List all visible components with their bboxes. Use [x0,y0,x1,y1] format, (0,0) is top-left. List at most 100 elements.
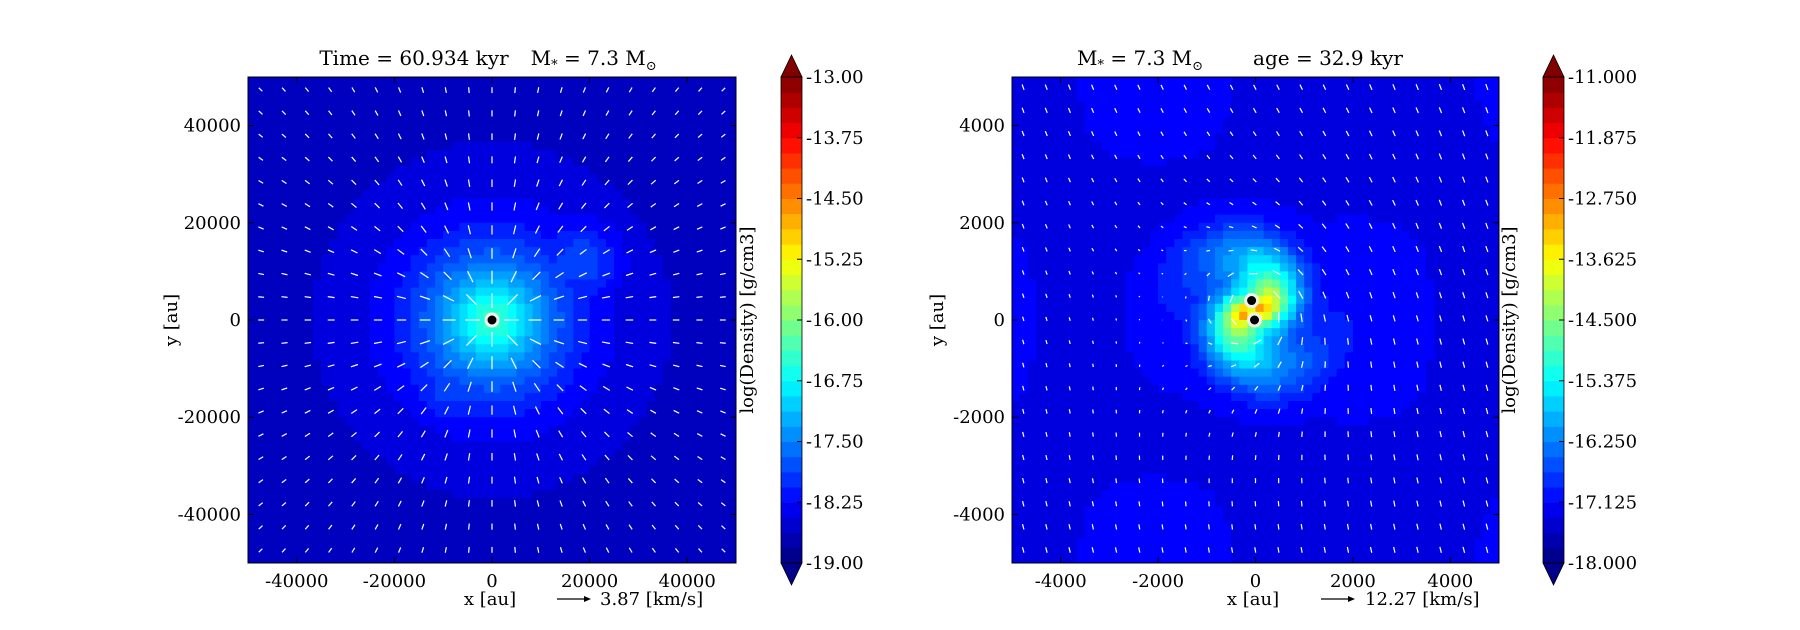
right-density-cell [1068,149,1078,159]
left-density-cell [679,352,688,362]
left-density-cell [451,457,461,467]
left-density-cell [402,125,412,135]
left-density-cell [386,247,395,256]
left-density-cell [475,149,485,159]
left-density-cell [589,392,599,402]
left-density-cell [337,328,347,337]
left-density-cell [711,457,721,467]
left-density-cell [508,77,517,86]
left-density-cell [516,376,526,386]
left-density-cell [548,320,558,329]
right-density-cell [1296,182,1305,191]
right-density-cell [1044,133,1054,143]
right-density-cell [1052,190,1062,200]
left-density-cell [557,303,566,313]
left-velocity-arrow [281,342,288,344]
left-density-cell [248,222,257,232]
left-density-cell [695,303,705,313]
left-density-cell [313,352,322,362]
right-density-cell [1149,158,1159,167]
left-density-cell [451,465,461,475]
right-density-cell [1044,182,1054,191]
left-density-cell [402,206,412,216]
left-velocity-arrow [304,87,310,93]
left-density-cell [256,441,265,451]
left-density-cell [573,141,583,151]
left-density-cell [256,457,265,467]
left-velocity-arrow [559,500,563,507]
left-density-cell [304,457,314,467]
left-density-cell [410,149,420,159]
left-density-cell [321,109,330,119]
left-density-cell [646,514,656,524]
left-density-cell [451,506,461,515]
left-density-cell [256,409,265,418]
right-density-cell [1174,117,1184,127]
left-density-cell [638,311,648,321]
left-density-cell [361,311,371,321]
left-density-cell [296,401,306,410]
left-density-cell [614,409,623,418]
left-density-cell [654,401,664,410]
right-density-cell [1223,117,1232,127]
right-density-cell [1028,77,1037,86]
left-density-cell [329,303,339,313]
right-density-cell [1385,182,1395,191]
left-density-cell [443,482,452,491]
left-density-cell [516,271,526,281]
right-density-cell [1158,109,1167,119]
left-density-cell [313,247,322,256]
left-density-cell [410,490,420,499]
right-density-cell [1442,101,1451,110]
left-velocity-arrow [374,156,380,163]
left-density-cell [475,230,485,240]
right-density-cell [1320,77,1330,86]
left-density-cell [654,230,664,240]
left-velocity-arrow [373,295,383,299]
left-density-cell [654,457,664,467]
left-colorbar-segment [781,244,802,260]
left-density-cell [687,328,696,337]
left-density-cell [492,417,501,426]
right-density-cell [1361,117,1370,127]
left-density-cell [548,368,558,378]
right-density-cell [1434,141,1443,151]
left-density-cell [508,465,517,475]
left-density-cell [288,465,298,475]
left-density-cell [548,141,558,151]
left-density-cell [402,457,412,467]
left-density-cell [443,295,452,305]
left-density-cell [402,482,412,491]
right-density-cell [1336,141,1346,151]
left-density-cell [394,441,404,451]
right-density-cell [1076,77,1086,86]
left-density-cell [532,514,542,524]
left-density-cell [353,158,363,167]
left-density-cell [719,457,729,467]
left-density-cell [345,457,355,467]
left-density-cell [703,336,713,345]
right-density-cell [1442,158,1451,167]
left-density-cell [687,198,696,208]
left-density-cell [256,530,265,540]
left-density-cell [370,401,379,410]
left-density-cell [378,514,387,524]
right-density-cell [1182,93,1192,102]
left-density-cell [248,538,257,548]
left-velocity-arrow [258,410,264,414]
left-density-cell [589,311,599,321]
left-density-cell [711,263,721,272]
right-density-cell [1255,93,1265,102]
left-density-cell [451,498,461,507]
left-density-cell [313,530,322,540]
left-density-cell [370,117,379,127]
left-density-cell [508,101,517,110]
left-density-cell [296,303,306,313]
left-density-cell [321,149,330,159]
right-density-cell [1206,117,1216,127]
left-density-cell [272,198,282,208]
left-density-cell [719,125,729,135]
left-density-cell [248,514,257,524]
left-density-cell [540,263,550,272]
left-velocity-arrow [626,386,634,391]
